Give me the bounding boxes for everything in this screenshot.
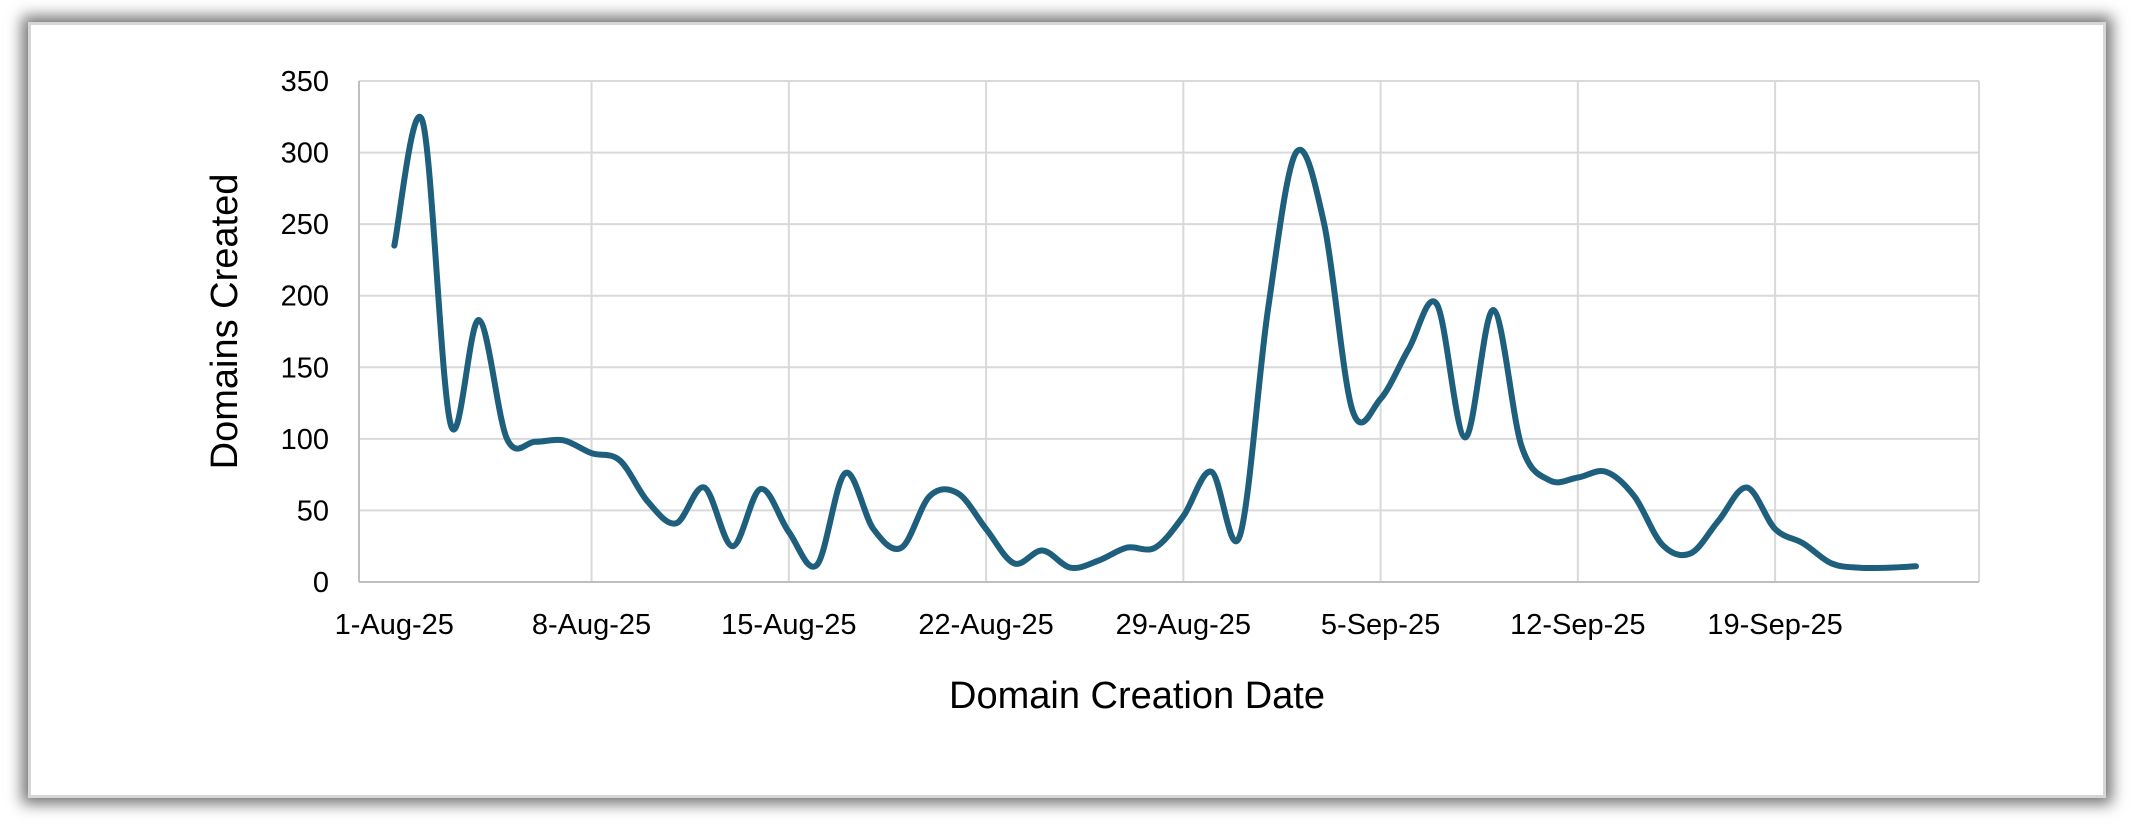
x-tick-label: 1-Aug-25 [335,609,454,641]
series-line [391,114,1919,572]
y-tick-label: 300 [281,138,329,170]
y-tick-label: 150 [281,352,329,384]
x-tick-labels: 1-Aug-25 8-Aug-25 15-Aug-25 22-Aug-25 29-Aug… [335,609,1843,641]
y-tick-label: 350 [281,66,329,98]
x-tick-label: 22-Aug-25 [918,609,1053,641]
axes [358,81,1979,583]
chart-frame: 0 50 100 150 200 250 300 350 1-Aug-25 8-Aug-25 15… [28,22,2106,798]
y-tick-label: 250 [281,209,329,241]
x-tick-label: 5-Sep-25 [1321,609,1440,641]
x-tick-label: 12-Sep-25 [1510,609,1645,641]
x-tick-label: 15-Aug-25 [721,609,856,641]
x-tick-label: 8-Aug-25 [532,609,651,641]
y-tick-labels: 0 50 100 150 200 250 300 350 [281,66,329,599]
x-tick-label: 19-Sep-25 [1707,609,1842,641]
vertical-gridlines [590,81,1980,582]
x-axis-title: Domain Creation Date [949,675,1325,717]
y-axis-title: Domains Created [204,174,246,470]
y-tick-label: 50 [297,495,329,527]
line-chart: 0 50 100 150 200 250 300 350 1-Aug-25 8-Aug-25 15… [204,66,1980,717]
y-tick-label: 0 [313,567,329,599]
x-tick-label: 29-Aug-25 [1116,609,1251,641]
series-group [391,114,1919,572]
y-tick-label: 100 [281,424,329,456]
y-tick-label: 200 [281,281,329,313]
horizontal-gridlines [359,80,1979,512]
